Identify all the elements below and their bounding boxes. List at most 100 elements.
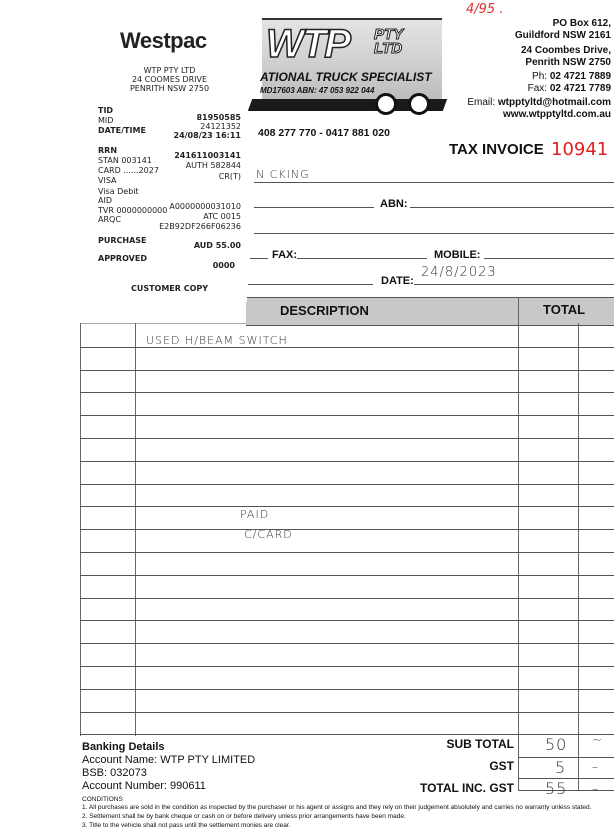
fax-line: Fax: 02 4721 7789 xyxy=(528,83,611,94)
table-header xyxy=(246,297,614,326)
table-row-line xyxy=(80,620,614,622)
mobile-field[interactable] xyxy=(484,258,614,259)
arqc-label: ARQC xyxy=(98,215,121,224)
table-row-line xyxy=(80,506,614,508)
datetime-label: DATE/TIME xyxy=(98,126,146,135)
card-number: CARD ......2027 xyxy=(98,166,159,175)
table-row-line xyxy=(80,666,614,667)
table-row-line xyxy=(80,369,614,371)
invoice-title: TAX INVOICE xyxy=(449,141,544,158)
condition-item: 3. Title to the vehicle shall not pass u… xyxy=(82,822,291,829)
table-row-line xyxy=(80,392,614,394)
phone-field[interactable] xyxy=(250,258,268,259)
paid-note: PAID xyxy=(240,508,270,521)
company-logo: WTP PTY LTD ATIONAL TRUCK SPECIALIST MD1… xyxy=(260,18,442,100)
table-row-line xyxy=(80,643,614,645)
date-value[interactable]: 24/8/2023 xyxy=(421,265,497,280)
email-link[interactable]: wtpptyltd@hotmail.com xyxy=(497,97,611,108)
logo-text: WTP xyxy=(265,21,351,67)
street-address: 24 Coombes Drive, xyxy=(520,45,611,56)
rrn-label: RRN xyxy=(98,146,118,155)
subtotal-label: SUB TOTAL xyxy=(446,737,514,751)
name-line xyxy=(254,182,614,183)
abn-label: ABN: xyxy=(380,198,408,210)
po-box: PO Box 612, xyxy=(552,18,611,29)
approval-code: 0000 xyxy=(212,261,235,270)
conditions-title: CONDITIONS xyxy=(82,796,123,803)
auth-code: AUTH 582844 xyxy=(185,161,241,170)
field-line xyxy=(248,284,373,285)
field-line xyxy=(254,207,374,208)
mobile-label: MOBILE: xyxy=(434,249,481,261)
merchant-city: PENRITH NSW 2750 xyxy=(129,84,210,93)
account-type: CR(T) xyxy=(218,172,241,181)
address-line xyxy=(254,233,614,234)
wheel-icon xyxy=(408,93,430,115)
table-row-line xyxy=(80,346,614,348)
total-header: TOTAL xyxy=(543,302,586,317)
account-name: Account Name: WTP PTY LIMITED xyxy=(82,754,256,766)
total-value: 55 xyxy=(545,779,568,798)
table-row-line xyxy=(80,529,614,531)
wheel-icon xyxy=(375,93,397,115)
abn-field[interactable] xyxy=(410,207,614,208)
merchant-name: WTP PTY LTD xyxy=(143,66,196,75)
arqc-value: E2B92DF266F06236 xyxy=(159,222,241,231)
atc: ATC 0015 xyxy=(203,212,241,221)
invoice-number: 10941 xyxy=(551,139,609,160)
table-row-line xyxy=(80,597,614,599)
card-receipt: Westpac WTP PTY LTD 24 COOMES DRIVE PENR… xyxy=(92,22,247,302)
purchase-label: PURCHASE xyxy=(98,236,147,245)
subtotal-value: 50 xyxy=(545,735,568,754)
card-note: C/CARD xyxy=(244,528,293,541)
aid-label: AID xyxy=(98,196,112,205)
aid-value: A0000000031010 xyxy=(169,202,241,211)
mid-label: MID xyxy=(98,116,114,125)
website-link[interactable]: www.wtpptyltd.com.au xyxy=(503,109,611,120)
subtotal-cents: ~ xyxy=(592,733,604,747)
gst-cents: – xyxy=(592,760,599,774)
table-row-line xyxy=(80,711,614,713)
gst-value: 5 xyxy=(555,758,567,777)
date-field xyxy=(414,284,614,285)
fax-number: 02 4721 7789 xyxy=(549,83,611,94)
total-cents: – xyxy=(592,782,599,796)
phone-line: Ph: 02 4721 7889 xyxy=(532,71,611,82)
table-row-line xyxy=(80,438,614,439)
table-row-line xyxy=(80,734,614,736)
approved-label: APPROVED xyxy=(98,254,147,263)
westpac-logo: Westpac xyxy=(120,28,207,53)
handwritten-note: 4/95 . xyxy=(466,2,504,17)
condition-item: 2. Settlement shall be by bank cheque or… xyxy=(82,813,406,820)
datetime-value: 24/08/23 16:11 xyxy=(173,131,242,140)
md-abn: MD17603 ABN: 47 053 922 044 xyxy=(260,86,375,95)
purchase-amount: AUD 55.00 xyxy=(193,241,241,250)
tid-label: TID xyxy=(98,106,114,115)
line-item-description[interactable]: USED H/BEAM SWITCH xyxy=(146,334,288,347)
condition-item: 1. All purchases are sold in the conditi… xyxy=(82,804,592,811)
po-city: Guildford NSW 2161 xyxy=(514,30,611,41)
tagline: ATIONAL TRUCK SPECIALIST xyxy=(260,70,432,84)
phone-number: 02 4721 7889 xyxy=(549,71,611,82)
merchant-address: WTP PTY LTD 24 COOMES DRIVE PENRITH NSW … xyxy=(92,66,247,93)
card-type: VISA xyxy=(98,176,117,185)
stan: STAN 003141 xyxy=(98,156,152,165)
customer-name[interactable]: N CKING xyxy=(256,168,310,181)
table-row-line xyxy=(80,574,614,576)
totals-line xyxy=(518,790,614,791)
cents-column-divider xyxy=(578,323,579,790)
fax-field[interactable] xyxy=(297,258,427,259)
table-row-line xyxy=(80,415,614,417)
table-row-line xyxy=(80,460,614,462)
rrn-value: 241611003141 xyxy=(174,151,241,160)
total-label: TOTAL INC. GST xyxy=(419,781,514,795)
total-column-divider xyxy=(518,297,519,790)
street-city: Penrith NSW 2750 xyxy=(525,57,611,68)
table-row-line xyxy=(80,483,614,485)
company-phones: 408 277 770 - 0417 881 020 xyxy=(258,127,390,139)
date-label: DATE: xyxy=(381,275,414,287)
mid-value: 24121352 xyxy=(200,122,241,131)
table-row-line xyxy=(80,552,614,553)
tid-value: 81950585 xyxy=(196,113,241,122)
bsb: BSB: 032073 xyxy=(82,767,147,779)
